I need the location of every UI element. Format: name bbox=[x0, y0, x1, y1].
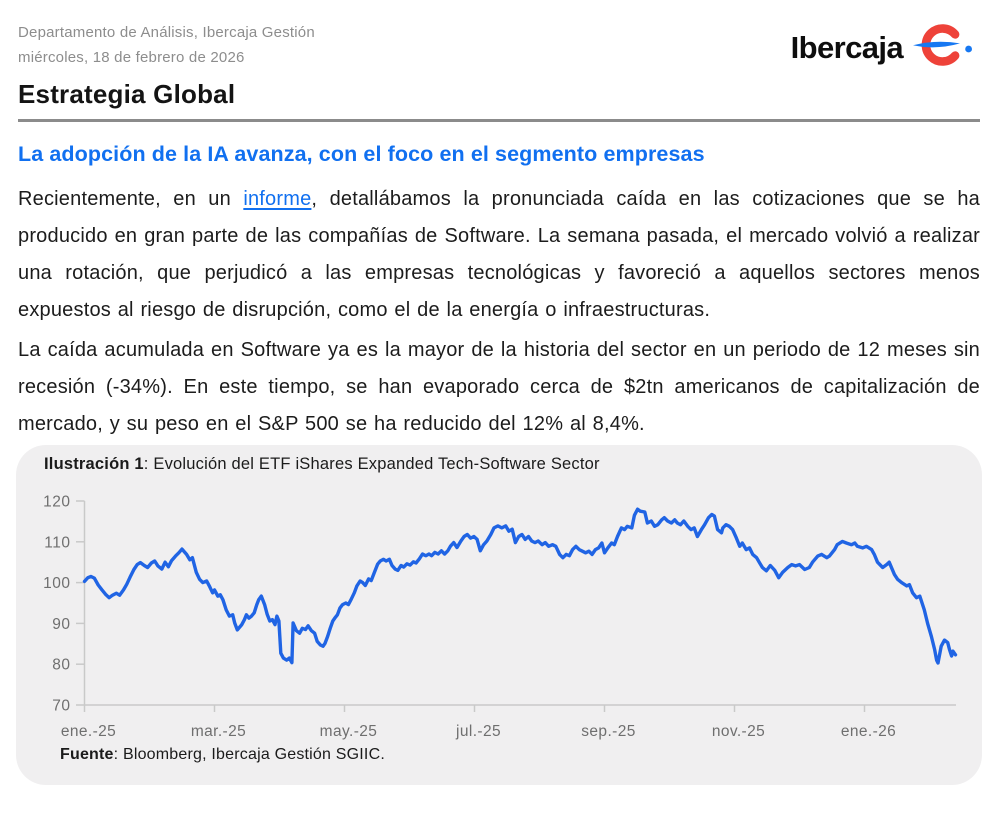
figure-source-text: : Bloomberg, Ibercaja Gestión SGIIC. bbox=[113, 746, 385, 763]
etf-line-chart: 70 80 90 100 110 120 ene.-25 mar.-25 may.-25 jul.… bbox=[43, 494, 958, 740]
paragraph-1-rest: , detallábamos la pronunciada caída en l… bbox=[18, 188, 980, 321]
x-tick-label: mar.-25 bbox=[191, 723, 246, 740]
y-tick-label: 90 bbox=[52, 616, 70, 633]
y-tick-label: 120 bbox=[43, 494, 70, 511]
figure-caption-text: : Evolución del ETF iShares Expanded Tec… bbox=[143, 455, 600, 473]
ibercaja-logo-icon bbox=[912, 22, 974, 73]
y-tick-label: 70 bbox=[52, 698, 70, 715]
article-headline: La adopción de la IA avanza, con el foco… bbox=[18, 142, 705, 166]
report-meta: Departamento de Análisis, Ibercaja Gesti… bbox=[18, 0, 758, 70]
ibercaja-wordmark: Ibercaja bbox=[790, 29, 904, 65]
figure-caption: Ilustración 1: Evolución del ETF iShares… bbox=[44, 455, 600, 474]
x-tick-label: ene.-25 bbox=[61, 723, 116, 740]
figure-source-label: Fuente bbox=[60, 746, 114, 763]
figure-caption-label: Ilustración 1 bbox=[44, 455, 144, 473]
price-line bbox=[82, 507, 958, 665]
y-tick-label: 110 bbox=[44, 534, 70, 551]
x-tick-label: ene.-26 bbox=[841, 723, 896, 740]
paragraph-1-lead: Recientemente, en un bbox=[18, 188, 244, 210]
x-tick-label: nov.-25 bbox=[712, 723, 765, 740]
ibercaja-logo: Ibercaja bbox=[791, 22, 974, 73]
y-tick-label: 100 bbox=[43, 575, 70, 592]
x-tick-label: sep.-25 bbox=[581, 723, 636, 740]
department-line: Departamento de Análisis, Ibercaja Gesti… bbox=[18, 24, 315, 41]
report-header: Departamento de Análisis, Ibercaja Gesti… bbox=[0, 0, 998, 122]
publication-title: Estrategia Global bbox=[18, 79, 236, 109]
x-tick-label: jul.-25 bbox=[455, 723, 501, 740]
date-line: miércoles, 18 de febrero de 2026 bbox=[18, 49, 245, 66]
paragraph-1: Recientemente, en un informe, detallábam… bbox=[18, 181, 980, 329]
figure-source: Fuente: Bloomberg, Ibercaja Gestión SGII… bbox=[60, 746, 385, 764]
y-tick-label: 80 bbox=[52, 657, 70, 674]
informe-link[interactable]: informe bbox=[243, 188, 312, 210]
figure-card: Ilustración 1: Evolución del ETF iShares… bbox=[16, 445, 982, 785]
header-divider bbox=[18, 119, 980, 122]
article: La adopción de la IA avanza, con el foco… bbox=[0, 142, 998, 785]
x-tick-label: may.-25 bbox=[320, 723, 378, 740]
paragraph-2: La caída acumulada en Software ya es la … bbox=[18, 339, 980, 435]
